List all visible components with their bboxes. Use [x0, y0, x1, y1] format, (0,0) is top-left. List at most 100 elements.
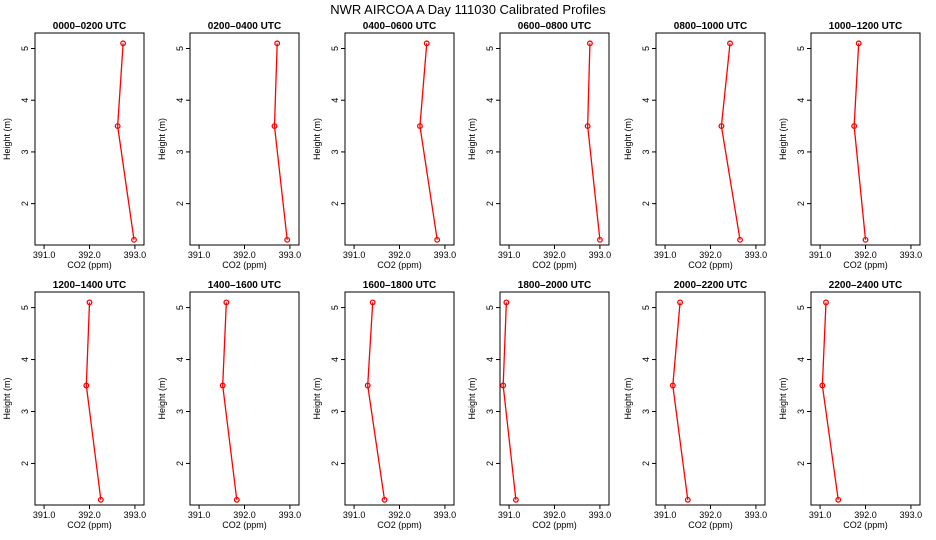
- y-tick-label: 2: [20, 201, 30, 206]
- chart-panel: 1000–1200 UTC 391.0 392.0 393.0 CO2 (ppm) 2 3 4…: [778, 21, 922, 270]
- y-tick-label: 5: [485, 46, 495, 51]
- data-point: [381, 496, 388, 503]
- x-axis-label: CO2 (ppm): [377, 260, 422, 270]
- plot-frame: [655, 291, 766, 506]
- chart-panel: 2000–2200 UTC 391.0 392.0 393.0 CO2 (ppm) 2 3 4…: [623, 280, 767, 530]
- profile-line: [419, 43, 438, 240]
- x-tick-label: 391.0: [498, 510, 521, 520]
- y-tick-label: 5: [20, 305, 30, 310]
- data-point: [114, 123, 121, 130]
- data-point: [120, 40, 127, 47]
- y-tick-label: 4: [485, 357, 495, 362]
- y-tick-label: 3: [485, 149, 495, 154]
- profile-line: [587, 43, 601, 240]
- y-tick-label: 4: [641, 98, 651, 103]
- y-tick-label: 2: [175, 201, 185, 206]
- x-tick-label: 393.0: [589, 510, 612, 520]
- plot-frame: [499, 291, 610, 506]
- data-point: [423, 40, 430, 47]
- y-axis-label: Height (m): [467, 377, 477, 419]
- panel-title: 0600–0800 UTC: [518, 21, 591, 32]
- x-tick-label: 393.0: [434, 510, 457, 520]
- data-point: [233, 496, 240, 503]
- y-tick-label: 5: [330, 46, 340, 51]
- y-tick-label: 5: [796, 46, 806, 51]
- x-tick-label: 393.0: [434, 250, 457, 260]
- x-axis-label: CO2 (ppm): [688, 260, 733, 270]
- x-tick-label: 393.0: [279, 510, 302, 520]
- x-axis-label: CO2 (ppm): [222, 260, 267, 270]
- y-axis-label: Height (m): [157, 377, 167, 419]
- chart-panel: 0400–0600 UTC 391.0 392.0 393.0 CO2 (ppm) 2 3 4…: [312, 21, 456, 270]
- data-point: [718, 123, 725, 130]
- y-tick-label: 3: [20, 149, 30, 154]
- plot-frame: [344, 32, 455, 246]
- y-axis-label: Height (m): [2, 118, 12, 160]
- data-point: [364, 382, 371, 389]
- y-tick-label: 4: [485, 98, 495, 103]
- profile-line: [85, 302, 102, 500]
- x-tick-label: 392.0: [543, 510, 566, 520]
- y-tick-label: 2: [20, 461, 30, 466]
- data-point: [369, 299, 376, 306]
- plot-frame: [655, 32, 766, 246]
- x-tick-label: 393.0: [124, 250, 147, 260]
- panel-title: 0400–0600 UTC: [363, 21, 436, 32]
- y-tick-label: 5: [330, 305, 340, 310]
- x-tick-label: 391.0: [343, 510, 366, 520]
- plot-frame: [189, 32, 300, 246]
- x-tick-label: 392.0: [854, 510, 877, 520]
- y-tick-label: 4: [20, 357, 30, 362]
- profile-line: [222, 302, 238, 500]
- x-tick-label: 392.0: [388, 250, 411, 260]
- chart-panel: 0200–0400 UTC 391.0 392.0 393.0 CO2 (ppm) 2 3 4…: [157, 21, 301, 270]
- chart-panel: 0000–0200 UTC 391.0 392.0 393.0 CO2 (ppm) 2 3 4…: [2, 21, 146, 270]
- x-axis-label: CO2 (ppm): [377, 520, 422, 530]
- profile-line: [367, 302, 386, 500]
- data-point: [835, 496, 842, 503]
- chart-panel: 1400–1600 UTC 391.0 392.0 393.0 CO2 (ppm) 2 3 4…: [157, 280, 301, 530]
- x-axis-label: CO2 (ppm): [532, 520, 577, 530]
- y-axis-label: Height (m): [2, 377, 12, 419]
- data-point: [274, 40, 281, 47]
- y-tick-label: 3: [485, 409, 495, 414]
- data-point: [434, 236, 441, 243]
- x-axis-label: CO2 (ppm): [67, 520, 112, 530]
- x-tick-label: 393.0: [589, 250, 612, 260]
- y-axis-label: Height (m): [312, 118, 322, 160]
- y-tick-label: 4: [20, 98, 30, 103]
- chart-panel: 1800–2000 UTC 391.0 392.0 393.0 CO2 (ppm) 2 3 4…: [467, 280, 611, 530]
- profile-line: [821, 302, 839, 500]
- x-tick-label: 392.0: [233, 510, 256, 520]
- profile-line: [720, 43, 741, 240]
- chart-panel: 0600–0800 UTC 391.0 392.0 393.0 CO2 (ppm) 2 3 4…: [467, 21, 611, 270]
- y-tick-label: 4: [330, 357, 340, 362]
- profile-line: [853, 43, 867, 240]
- y-tick-label: 3: [175, 409, 185, 414]
- y-tick-label: 2: [641, 461, 651, 466]
- y-axis-label: Height (m): [778, 118, 788, 160]
- panel-title: 1400–1600 UTC: [208, 280, 281, 291]
- x-tick-label: 392.0: [78, 510, 101, 520]
- panel-title: 0200–0400 UTC: [208, 21, 281, 32]
- y-tick-label: 5: [20, 46, 30, 51]
- profile-line: [672, 302, 689, 500]
- y-tick-label: 2: [485, 201, 495, 206]
- data-point: [223, 299, 230, 306]
- y-tick-label: 5: [175, 46, 185, 51]
- chart-panel: 1600–1800 UTC 391.0 392.0 393.0 CO2 (ppm) 2 3 4…: [312, 280, 456, 530]
- y-axis-label: Height (m): [467, 118, 477, 160]
- x-tick-label: 393.0: [900, 250, 923, 260]
- plot-frame: [34, 32, 145, 246]
- y-tick-label: 5: [485, 305, 495, 310]
- data-point: [131, 236, 137, 243]
- x-axis-label: CO2 (ppm): [222, 520, 267, 530]
- x-tick-label: 391.0: [343, 250, 366, 260]
- x-tick-label: 393.0: [745, 510, 768, 520]
- x-tick-label: 393.0: [279, 250, 302, 260]
- x-tick-label: 392.0: [699, 510, 722, 520]
- y-axis-label: Height (m): [778, 377, 788, 419]
- x-tick-label: 392.0: [233, 250, 256, 260]
- plot-frame: [810, 32, 921, 246]
